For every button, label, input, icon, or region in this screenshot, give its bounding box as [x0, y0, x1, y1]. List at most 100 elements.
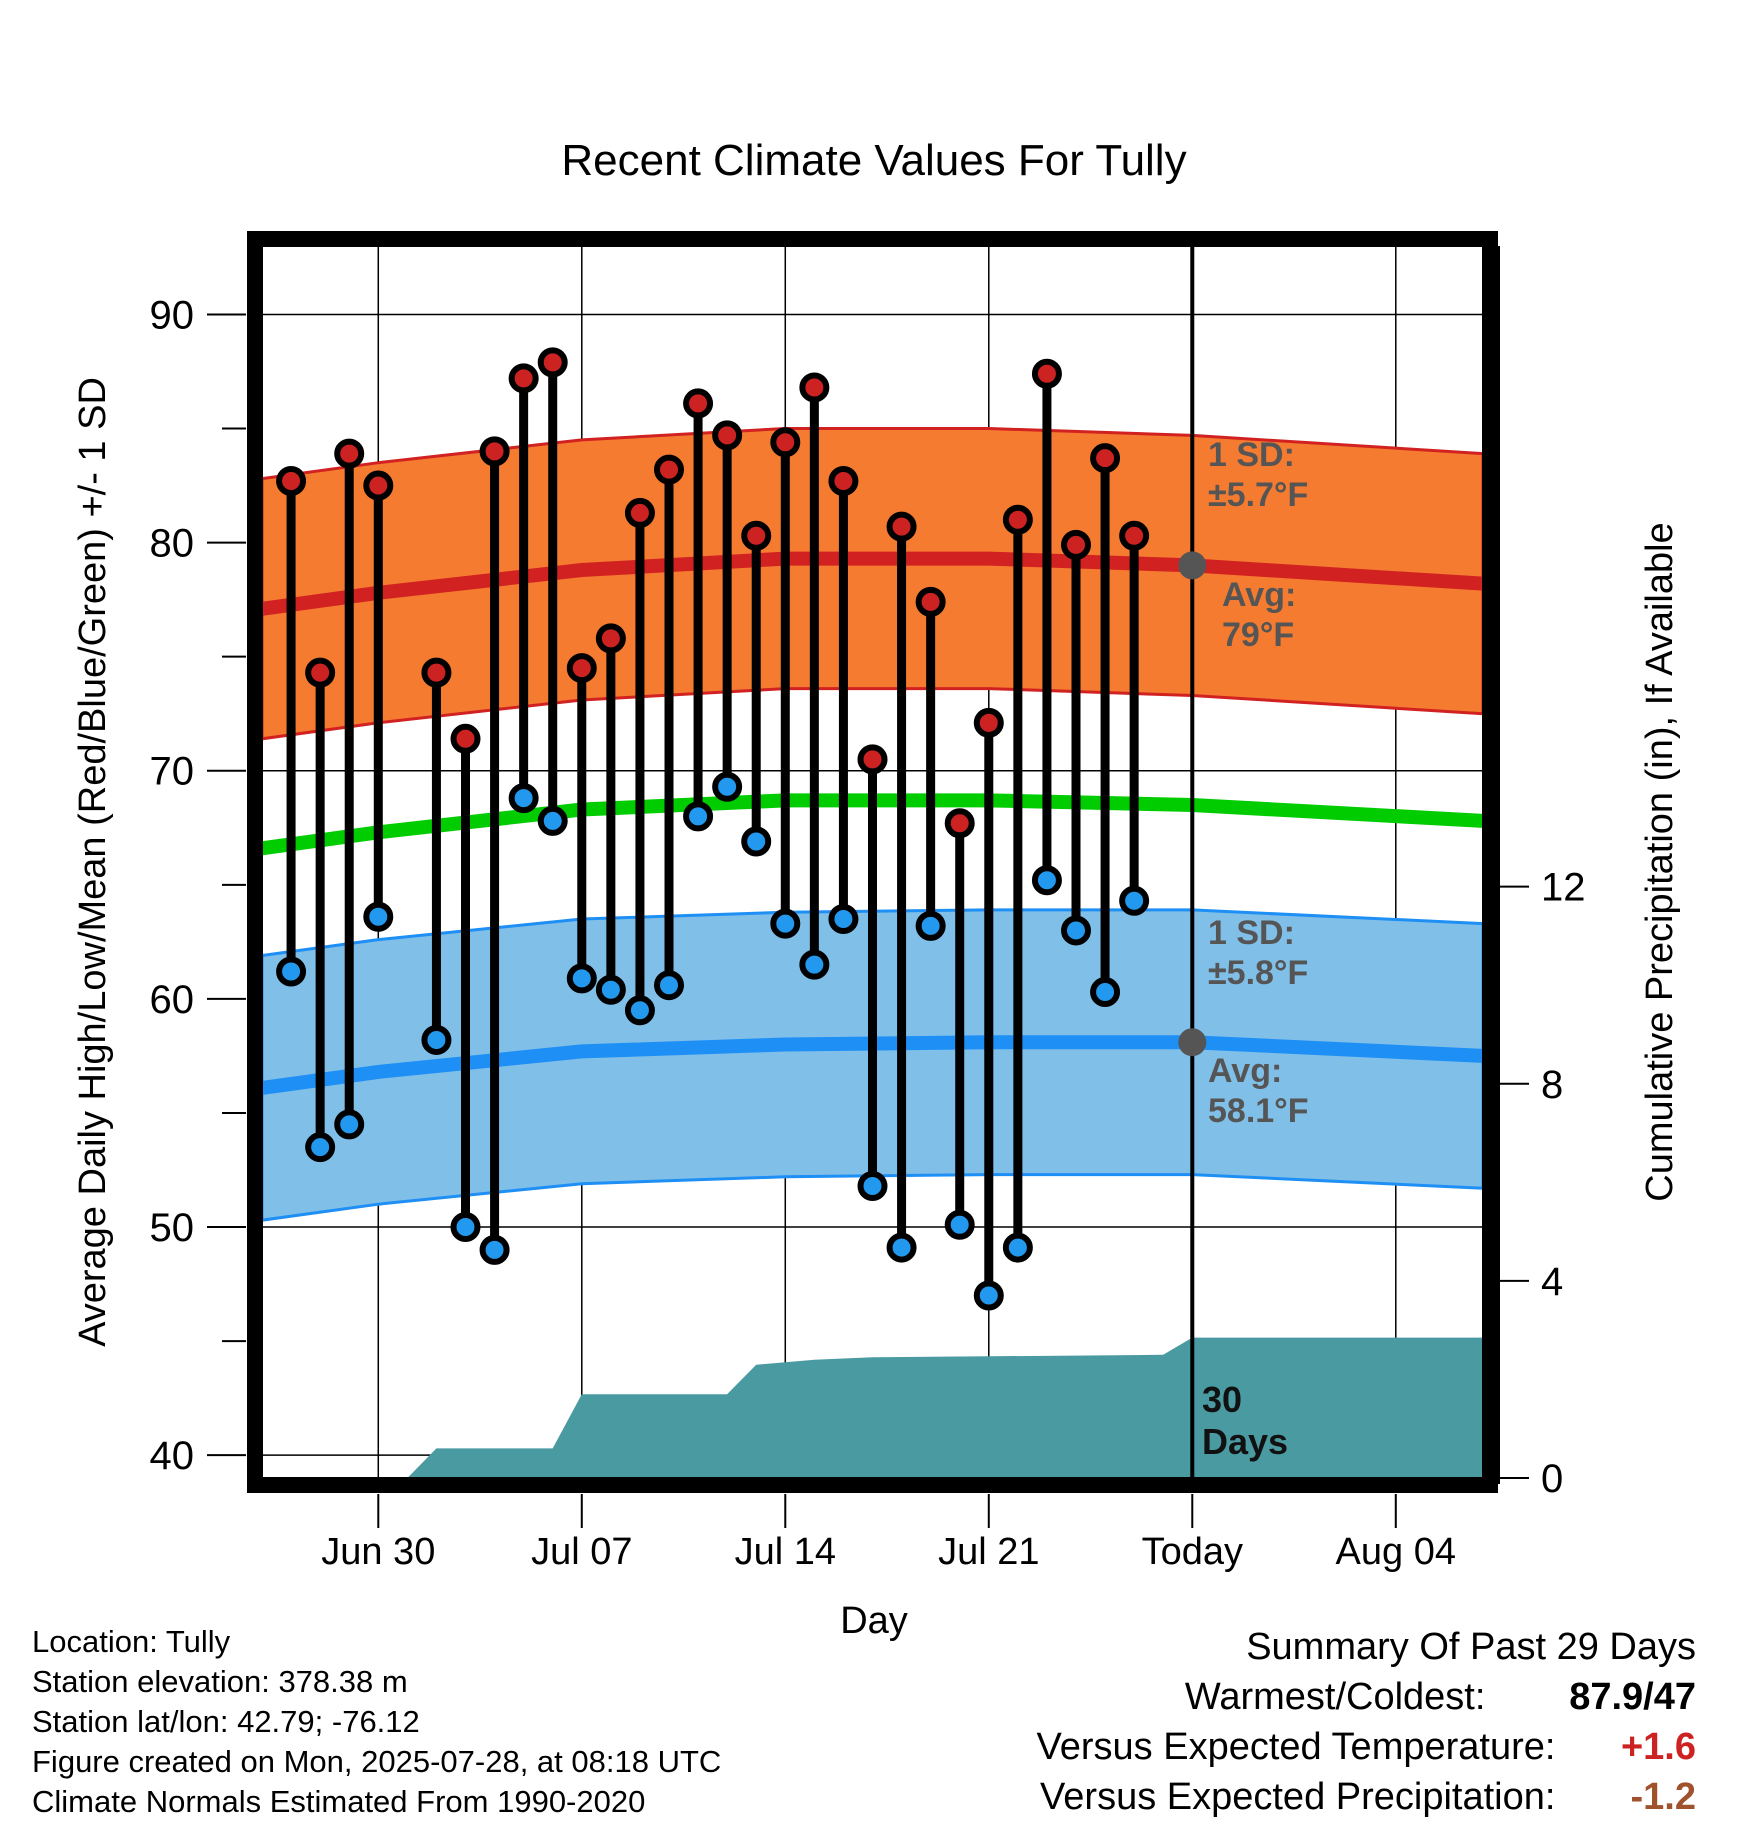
low-temp-point: [828, 904, 859, 935]
low-temp-point: [1119, 885, 1150, 916]
high-temp-point: [712, 420, 743, 451]
low-avg-annotation-line: Avg:: [1208, 1052, 1282, 1090]
x-tick-label: Today: [1142, 1531, 1243, 1573]
low-avg-marker: [1178, 1028, 1207, 1057]
high-temp-point: [508, 363, 539, 394]
high-temp-point: [683, 388, 714, 419]
low-avg-annotation: Avg: 58.1°F: [1208, 1052, 1309, 1130]
low-temp-point: [944, 1209, 975, 1240]
low-temp-point: [886, 1232, 917, 1263]
precip-diff-label: Versus Expected Precipitation:: [1040, 1776, 1556, 1818]
high-temp-point: [1090, 443, 1121, 474]
days-annotation: 30 Days: [1202, 1379, 1288, 1462]
low-temp-point: [683, 801, 714, 832]
precip-area: [262, 1337, 1483, 1478]
y2-tick-label: 0: [1541, 1457, 1563, 1501]
x-tick-label: Jul 14: [735, 1531, 836, 1573]
low-sd-annotation-line: 1 SD:: [1208, 914, 1295, 952]
low-temp-point: [537, 805, 568, 836]
high-temp-point: [915, 586, 946, 617]
low-temp-point: [421, 1024, 452, 1055]
summary-warmest-row: Warmest/Coldest: 87.9/47: [1037, 1672, 1696, 1722]
high-sd-annotation-line: 1 SD:: [1208, 436, 1295, 474]
high-avg-annotation-line: Avg:: [1222, 576, 1296, 614]
high-temp-point: [479, 436, 510, 467]
high-temp-point: [1119, 520, 1150, 551]
high-temp-point: [973, 707, 1004, 738]
low-temp-point: [799, 949, 830, 980]
y-tick-label: 80: [150, 522, 195, 566]
y-tick-label: 60: [150, 978, 195, 1022]
low-temp-point: [1061, 915, 1091, 946]
low-temp-point: [334, 1109, 365, 1140]
low-temp-point: [857, 1170, 888, 1201]
low-temp-point: [479, 1234, 510, 1265]
summary-title: Summary Of Past 29 Days: [1246, 1626, 1696, 1668]
high-avg-annotation-line: 79°F: [1222, 616, 1294, 654]
summary-panel: Summary Of Past 29 Days Warmest/Coldest:…: [1037, 1622, 1696, 1822]
x-tick-label: Jun 30: [321, 1531, 435, 1573]
high-temp-point: [654, 454, 684, 485]
plot-frame: [247, 231, 1498, 1493]
low-temp-point: [712, 771, 743, 802]
high-temp-point: [770, 427, 801, 458]
high-temp-point: [886, 511, 917, 542]
high-sd-annotation-line: ±5.7°F: [1208, 476, 1308, 514]
high-temp-point: [450, 723, 481, 754]
summary-temp-row: Versus Expected Temperature: +1.6: [1037, 1722, 1696, 1772]
y-axis-label: Average Daily High/Low/Mean (Red/Blue/Gr…: [72, 377, 114, 1347]
precip-diff-value: -1.2: [1630, 1776, 1696, 1818]
y2-axis-label: Cumulative Precipitation (in), If Availa…: [1639, 522, 1681, 1201]
y-tick-label: 90: [150, 293, 195, 337]
high-temp-point: [595, 623, 626, 654]
high-temp-point: [363, 470, 394, 501]
low-temp-point: [1090, 977, 1121, 1008]
high-temp-point: [334, 438, 365, 469]
low-temp-point: [566, 963, 597, 994]
warmest-value: 87.9/47: [1569, 1676, 1696, 1718]
y2-tick-label: 4: [1541, 1260, 1563, 1304]
low-temp-point: [508, 783, 539, 814]
low-sd-annotation-line: ±5.8°F: [1208, 954, 1308, 992]
low-temp-point: [1031, 865, 1062, 896]
x-tick-label: Jul 21: [938, 1531, 1039, 1573]
low-sd-annotation: 1 SD: ±5.8°F: [1208, 914, 1308, 992]
low-temp-point: [1002, 1232, 1033, 1263]
high-temp-point: [1031, 358, 1062, 389]
created-text: Figure created on Mon, 2025-07-28, at 08…: [32, 1744, 722, 1779]
high-temp-point: [741, 520, 772, 551]
high-temp-point: [276, 465, 307, 496]
high-temp-point: [421, 657, 452, 688]
low-avg-annotation-line: 58.1°F: [1208, 1092, 1309, 1130]
y-tick-label: 70: [150, 750, 195, 794]
high-temp-point: [624, 497, 655, 528]
temp-diff-label: Versus Expected Temperature:: [1036, 1726, 1556, 1768]
x-tick-label: Jul 07: [531, 1531, 632, 1573]
days-annotation-line: Days: [1202, 1421, 1288, 1462]
y2-tick-label: 8: [1541, 1063, 1563, 1107]
high-temp-point: [1002, 504, 1033, 535]
high-temp-point: [305, 657, 336, 688]
low-temp-point: [973, 1280, 1004, 1311]
low-temp-point: [276, 956, 307, 987]
elevation-text: Station elevation: 378.38 m: [32, 1664, 408, 1699]
high-sd-annotation: 1 SD: ±5.7°F: [1208, 436, 1308, 514]
high-sd-band: [262, 427, 1483, 741]
normals-text: Climate Normals Estimated From 1990-2020: [32, 1784, 646, 1819]
low-temp-point: [624, 995, 655, 1026]
high-temp-point: [828, 465, 859, 496]
station-info: Location: Tully Station elevation: 378.3…: [32, 1622, 721, 1822]
high-temp-point: [537, 347, 568, 378]
low-temp-point: [654, 970, 684, 1001]
low-temp-point: [770, 908, 801, 939]
y-tick-label: 50: [150, 1206, 195, 1250]
location-text: Location: Tully: [32, 1624, 231, 1659]
low-temp-point: [741, 826, 772, 857]
low-temp-point: [915, 910, 946, 941]
x-axis-label: Day: [840, 1600, 908, 1642]
high-temp-point: [566, 653, 597, 684]
y2-tick-label: 12: [1541, 866, 1586, 910]
high-avg-annotation: Avg: 79°F: [1222, 576, 1296, 654]
